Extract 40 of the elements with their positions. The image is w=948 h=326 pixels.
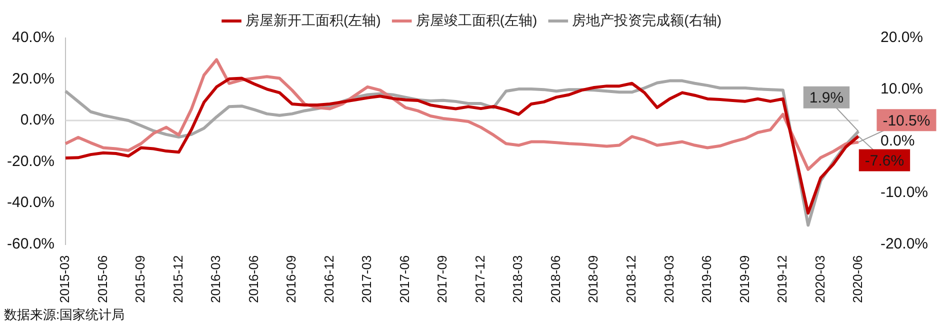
source-note: 数据来源:国家统计局 [4, 306, 125, 324]
data-label: -7.6% [864, 152, 904, 170]
x-tick-label: 2015-03 [57, 255, 72, 304]
x-tick-label: 2018-06 [548, 255, 563, 304]
x-tick-label: 2019-12 [774, 255, 790, 304]
x-tick-label: 2020-03 [812, 255, 828, 304]
x-tick-label: 2019-03 [661, 255, 676, 304]
x-tick-label: 2020-06 [850, 255, 866, 304]
x-tick-label: 2017-12 [472, 255, 488, 304]
legend-label: 房地产投资完成额(右轴) [572, 12, 722, 28]
y2-tick-label: 20.0% [880, 29, 924, 46]
y2-tick-label: -10.0% [880, 184, 928, 201]
y-tick-label: -60.0% [6, 235, 55, 252]
x-tick-label: 2018-09 [586, 255, 601, 304]
x-tick-label: 2018-12 [623, 255, 638, 304]
data-label: -10.5% [882, 112, 930, 130]
y-tick-label: 40.0% [12, 29, 55, 46]
x-tick-label: 2019-09 [736, 255, 752, 304]
legend-label: 房屋新开工面积(左轴) [246, 12, 381, 28]
y2-tick-label: -20.0% [880, 235, 928, 252]
y2-tick-label: 0.0% [880, 132, 915, 150]
y-tick-label: -20.0% [6, 152, 55, 170]
x-tick-label: 2018-03 [510, 255, 526, 304]
x-tick-label: 2016-06 [246, 255, 261, 304]
y2-tick-label: 10.0% [880, 80, 924, 98]
x-tick-label: 2017-09 [434, 255, 450, 304]
x-tick-label: 2016-03 [208, 255, 224, 304]
x-tick-label: 2015-06 [94, 255, 110, 304]
y-tick-label: 0.0% [20, 112, 55, 129]
legend-label: 房屋竣工面积(左轴) [416, 12, 538, 28]
x-tick-label: 2016-12 [321, 255, 336, 304]
y-tick-label: -40.0% [6, 194, 55, 212]
x-tick-label: 2017-06 [396, 255, 412, 304]
y-tick-label: 20.0% [12, 70, 55, 88]
x-tick-label: 2016-09 [284, 255, 299, 304]
x-tick-label: 2019-06 [699, 255, 714, 304]
data-label: 1.9% [809, 89, 844, 106]
x-tick-label: 2015-12 [170, 255, 186, 304]
x-tick-label: 2017-03 [359, 255, 374, 304]
x-tick-label: 2015-09 [132, 255, 148, 304]
